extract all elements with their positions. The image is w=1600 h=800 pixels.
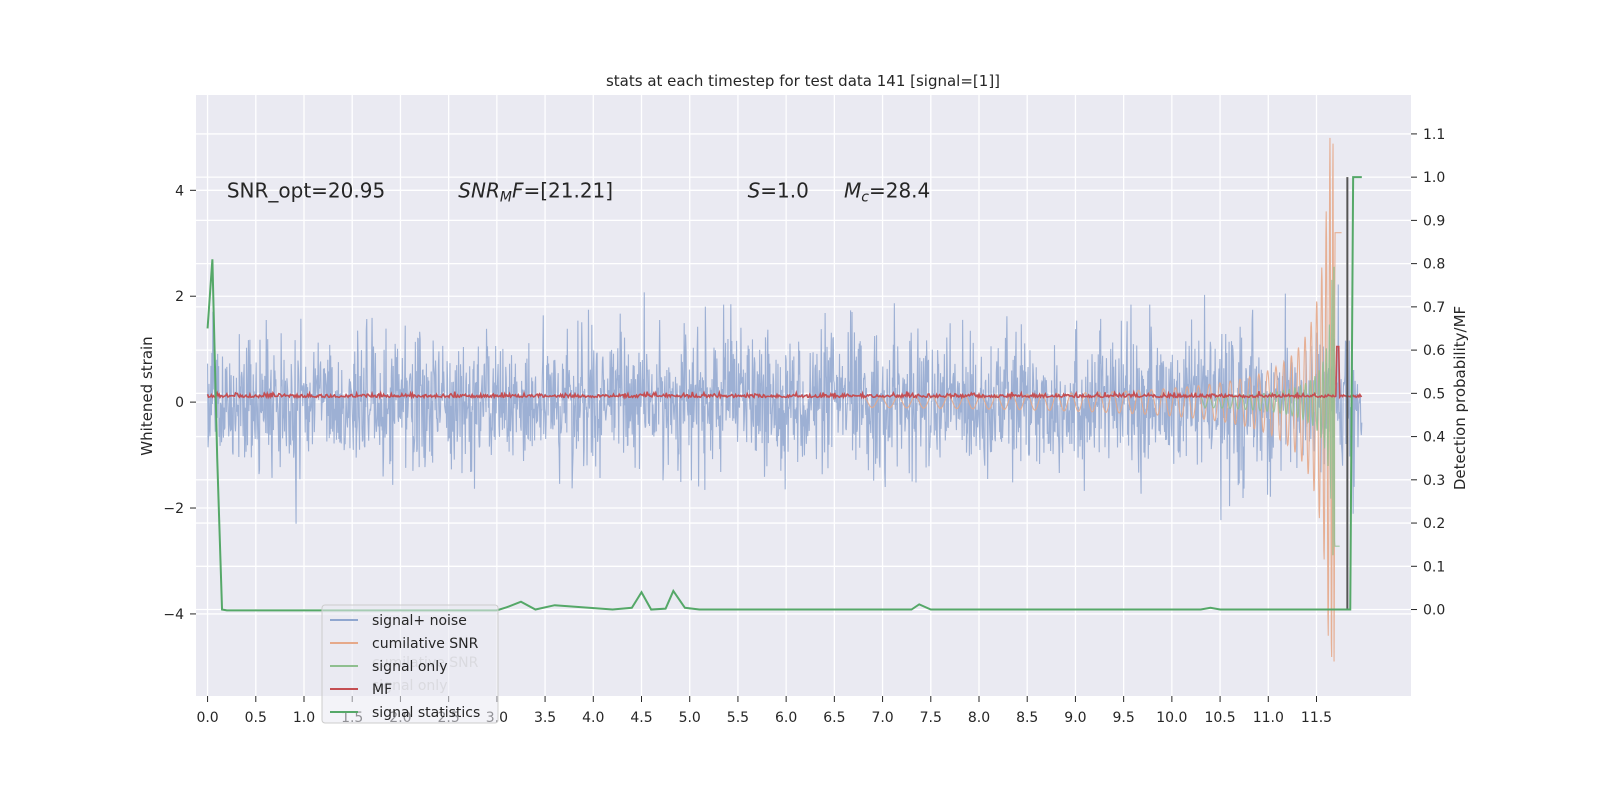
x-tick-label: 1.0 — [293, 710, 315, 726]
x-tick-label: 6.5 — [823, 710, 845, 726]
x-tick-label: 6.0 — [775, 710, 797, 726]
legend-label: cumilative SNR — [372, 636, 479, 652]
x-tick-label: 0.0 — [196, 710, 218, 726]
y2-tick-label: 0.3 — [1423, 473, 1445, 489]
annotation-s: S=1.0 — [748, 178, 809, 202]
y-axis-label: Whitened strain — [138, 336, 156, 455]
y-tick-label: −2 — [163, 501, 184, 517]
x-tick-label: 0.5 — [245, 710, 267, 726]
x-tick-label: 8.5 — [1016, 710, 1038, 726]
y-axis-ticks: −4 −2 0 2 4 — [163, 183, 196, 623]
y2-tick-label: 0.7 — [1423, 300, 1445, 316]
y2-axis-label: Detection probability/MF — [1451, 306, 1469, 490]
x-tick-label: 8.0 — [968, 710, 990, 726]
annotation-snr-mf: SNRMF=[21.21] — [458, 178, 613, 205]
y2-tick-label: 0.5 — [1423, 386, 1445, 402]
chart-title: stats at each timestep for test data 141… — [606, 72, 1000, 90]
annotation-mc: Mc=28.4 — [844, 178, 930, 205]
y2-tick-label: 1.0 — [1423, 170, 1445, 186]
legend-box — [321, 604, 499, 724]
x-tick-label: 7.5 — [920, 710, 942, 726]
y2-tick-label: 0.8 — [1423, 257, 1445, 273]
y2-tick-label: 0.9 — [1423, 213, 1445, 229]
y2-tick-label: 1.1 — [1423, 127, 1445, 143]
x-tick-label: 9.0 — [1064, 710, 1086, 726]
y2-tick-label: 0.1 — [1423, 559, 1445, 575]
y2-tick-label: 0.0 — [1423, 603, 1445, 619]
annotation-snr-opt: SNR_opt=20.95 — [227, 178, 385, 202]
annotations: SNR_opt=20.95 SNRMF=[21.21] S=1.0 Mc=28.4 — [227, 178, 930, 205]
y2-axis-ticks: 0.0 0.1 0.2 0.3 0.4 0.5 0.6 0.7 0.8 0.9 1.0 1.1 — [1411, 127, 1445, 619]
x-tick-label: 3.5 — [534, 710, 556, 726]
y-tick-label: 2 — [175, 289, 184, 305]
x-tick-label: 10.0 — [1156, 710, 1187, 726]
x-tick-label: 7.0 — [871, 710, 893, 726]
legend-label: signal only — [372, 659, 447, 675]
y-tick-label: −4 — [163, 607, 184, 623]
legend-label: signal+ noise — [372, 613, 467, 629]
x-tick-label: 5.5 — [727, 710, 749, 726]
x-tick-label: 11.5 — [1301, 710, 1332, 726]
y-tick-label: 4 — [175, 183, 184, 199]
y-tick-label: 0 — [175, 395, 184, 411]
x-tick-label: 5.0 — [679, 710, 701, 726]
x-tick-label: 9.5 — [1113, 710, 1135, 726]
series-mf — [206, 345, 1363, 401]
legend-label: MF — [372, 682, 392, 698]
legend-label: signal statistics — [372, 705, 480, 721]
x-tick-label: 10.5 — [1204, 710, 1235, 726]
series-signal-noise — [207, 284, 1363, 524]
x-tick-label: 11.0 — [1253, 710, 1284, 726]
y2-tick-label: 0.2 — [1423, 516, 1445, 532]
y2-tick-label: 0.4 — [1423, 430, 1445, 446]
x-tick-label: 4.0 — [582, 710, 604, 726]
series-signal-only — [1200, 266, 1340, 556]
series-cumulative-snr — [863, 137, 1342, 662]
y2-tick-label: 0.6 — [1423, 343, 1445, 359]
x-tick-label: 4.5 — [630, 710, 652, 726]
